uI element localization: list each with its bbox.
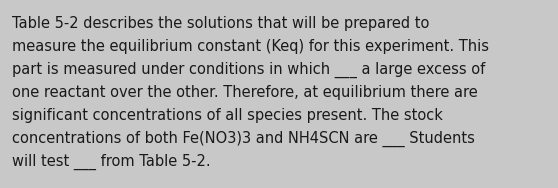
Text: Table 5-2 describes the solutions that will be prepared to: Table 5-2 describes the solutions that w…	[12, 16, 429, 31]
Text: part is measured under conditions in which ___ a large excess of: part is measured under conditions in whi…	[12, 62, 485, 78]
Text: one reactant over the other. Therefore, at equilibrium there are: one reactant over the other. Therefore, …	[12, 85, 478, 100]
Text: significant concentrations of all species present. The stock: significant concentrations of all specie…	[12, 108, 443, 123]
Text: concentrations of both Fe(NO3)3 and NH4SCN are ___ Students: concentrations of both Fe(NO3)3 and NH4S…	[12, 131, 475, 147]
Text: will test ___ from Table 5-2.: will test ___ from Table 5-2.	[12, 154, 210, 170]
Text: measure the equilibrium constant (Keq) for this experiment. This: measure the equilibrium constant (Keq) f…	[12, 39, 489, 54]
